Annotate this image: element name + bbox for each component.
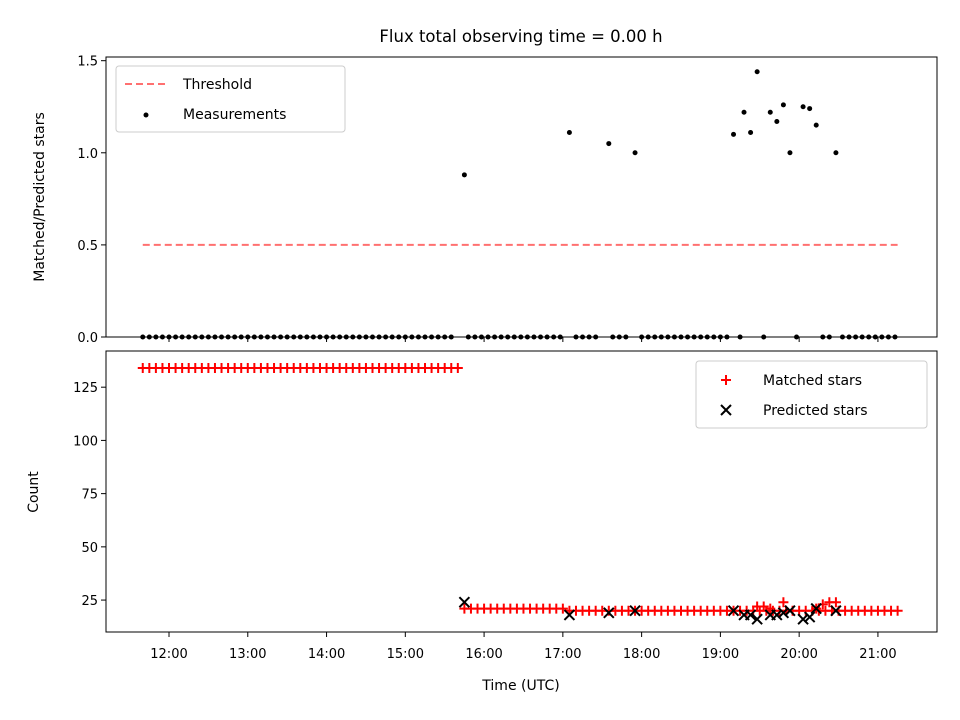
matched-star-marker [758,601,769,612]
legend-measurements-swatch [143,112,149,118]
legend-measurements-label: Measurements [183,107,286,123]
predicted-star-marker [751,613,763,625]
legend-matched-swatch [721,375,731,385]
matched-star-marker [765,603,776,614]
predicted-star-marker [771,609,783,621]
x-tick-label: 13:00 [229,647,266,662]
predicted-star-marker [777,607,790,619]
predicted-star-marker [603,607,615,619]
top-y-tick-label: 1.5 [77,55,98,70]
x-tick-label: 21:00 [859,647,896,662]
top-plot-frame [105,56,938,338]
measurement-point [780,102,786,108]
legend-predicted-swatch [720,404,732,416]
top-y-tick-label: 0.0 [77,331,98,346]
matched-star-marker [452,363,463,374]
predicted-star-marker [797,613,809,625]
x-tick-label: 15:00 [387,647,424,662]
top-y-tick-label: 1.0 [77,147,98,162]
measurement-point [731,131,737,137]
measurement-point [632,150,638,156]
bottom-plot-area: 25 50 75 100 125 12:00 13:00 14:00 15:00 16:00 17:… [73,350,938,662]
predicted-star-marker [563,609,576,621]
predicted-star-marker [810,602,822,615]
top-y-tick-label: 0.5 [77,239,98,254]
x-tick-label: 12:00 [150,647,187,662]
x-tick-label: 19:00 [702,647,739,662]
measurement-point [833,150,839,156]
bottom-y-tick-label: 50 [81,541,98,556]
measurement-point [461,172,467,178]
predicted-star-marker [727,605,740,617]
bottom-legend: Matched stars Predicted stars [695,360,928,429]
predicted-star-marker [803,611,816,623]
legend-matched-label: Matched stars [763,373,862,389]
bottom-plot-frame [105,350,938,633]
measurement-point [813,122,819,128]
x-axis-label: Time (UTC) [481,678,559,694]
measurement-point [787,150,793,156]
matched-star-marker [892,605,903,616]
x-tick-label: 20:00 [780,647,817,662]
top-chart-title: Flux total observing time = 0.00 h [379,27,662,46]
measurement-point [767,109,773,115]
measurement-point [748,130,754,136]
measurement-point [566,130,572,136]
predicted-star-marker [629,605,641,617]
legend-threshold-label: Threshold [182,77,252,93]
top-legend-box [115,65,346,133]
measurement-point [807,106,813,112]
measurement-point [800,104,806,110]
measurement-point [606,141,612,147]
bottom-y-tick-label: 75 [81,488,98,503]
x-tick-label: 18:00 [623,647,660,662]
predicted-star-marker [830,605,842,617]
top-y-axis-label: Matched/Predicted stars [32,112,48,282]
bottom-y-tick-label: 125 [73,381,98,396]
bottom-legend-box [695,360,928,429]
predicted-star-marker [744,609,757,621]
predicted-star-marker [784,605,796,617]
matched-star-marker [830,597,841,608]
legend-predicted-label: Predicted stars [763,403,868,419]
matched-star-marker [778,597,789,608]
bottom-y-tick-label: 100 [73,434,98,449]
x-tick-label: 14:00 [308,647,345,662]
measurement-point [741,109,747,115]
x-tick-label: 17:00 [544,647,581,662]
bottom-y-axis-label: Count [26,471,42,513]
top-plot-area: 0.0 0.5 1.0 1.5 Threshold Measurements [77,55,938,346]
x-tick-label: 16:00 [465,647,502,662]
matched-star-marker [557,603,568,614]
measurement-point [774,118,780,124]
predicted-star-marker [458,596,471,608]
bottom-y-tick-label: 25 [81,594,98,609]
top-legend: Threshold Measurements [115,65,346,133]
measurement-point [754,69,760,75]
